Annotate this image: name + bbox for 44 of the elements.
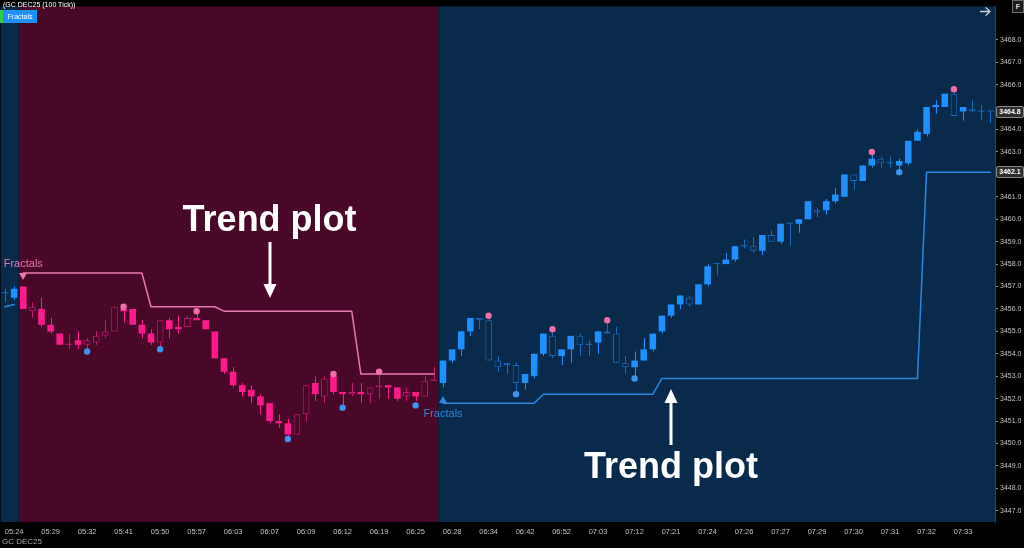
candlestick bbox=[978, 104, 985, 122]
candlestick bbox=[713, 263, 720, 276]
annotation: Trend plot bbox=[584, 445, 759, 487]
candlestick bbox=[266, 402, 273, 424]
annotation: Fractals bbox=[3, 257, 43, 270]
candlestick bbox=[257, 393, 264, 415]
point bbox=[330, 370, 337, 378]
candlestick bbox=[640, 337, 647, 362]
text: GC DEC25 bbox=[2, 537, 43, 547]
annotation: Fractals bbox=[423, 407, 463, 420]
candlestick bbox=[905, 140, 912, 166]
point bbox=[895, 168, 903, 176]
point bbox=[375, 368, 383, 375]
point bbox=[120, 303, 127, 310]
candlestick bbox=[987, 110, 994, 124]
candlestick bbox=[311, 375, 319, 402]
candlestick bbox=[38, 297, 45, 328]
candlestick bbox=[384, 384, 392, 400]
point bbox=[284, 435, 292, 443]
candlestick bbox=[275, 413, 283, 429]
point bbox=[950, 85, 958, 93]
point bbox=[604, 316, 611, 324]
candlestick bbox=[567, 335, 574, 364]
point bbox=[83, 348, 91, 355]
point bbox=[512, 390, 520, 398]
point bbox=[412, 402, 419, 409]
candlestick bbox=[594, 330, 602, 355]
candlestick bbox=[165, 317, 173, 339]
point bbox=[193, 308, 200, 315]
candlestick bbox=[841, 173, 848, 198]
candlestick bbox=[704, 263, 711, 288]
point bbox=[485, 312, 492, 319]
point bbox=[868, 148, 876, 156]
candlestick bbox=[439, 360, 447, 388]
candlestick bbox=[457, 330, 465, 357]
point bbox=[631, 375, 638, 382]
point bbox=[549, 325, 556, 333]
candlestick bbox=[932, 99, 939, 115]
candlestick bbox=[321, 375, 328, 404]
candlestick bbox=[530, 353, 538, 379]
point bbox=[156, 346, 164, 353]
point bbox=[339, 404, 346, 411]
annotation: Trend plot bbox=[182, 198, 357, 240]
candlestick bbox=[786, 222, 793, 247]
